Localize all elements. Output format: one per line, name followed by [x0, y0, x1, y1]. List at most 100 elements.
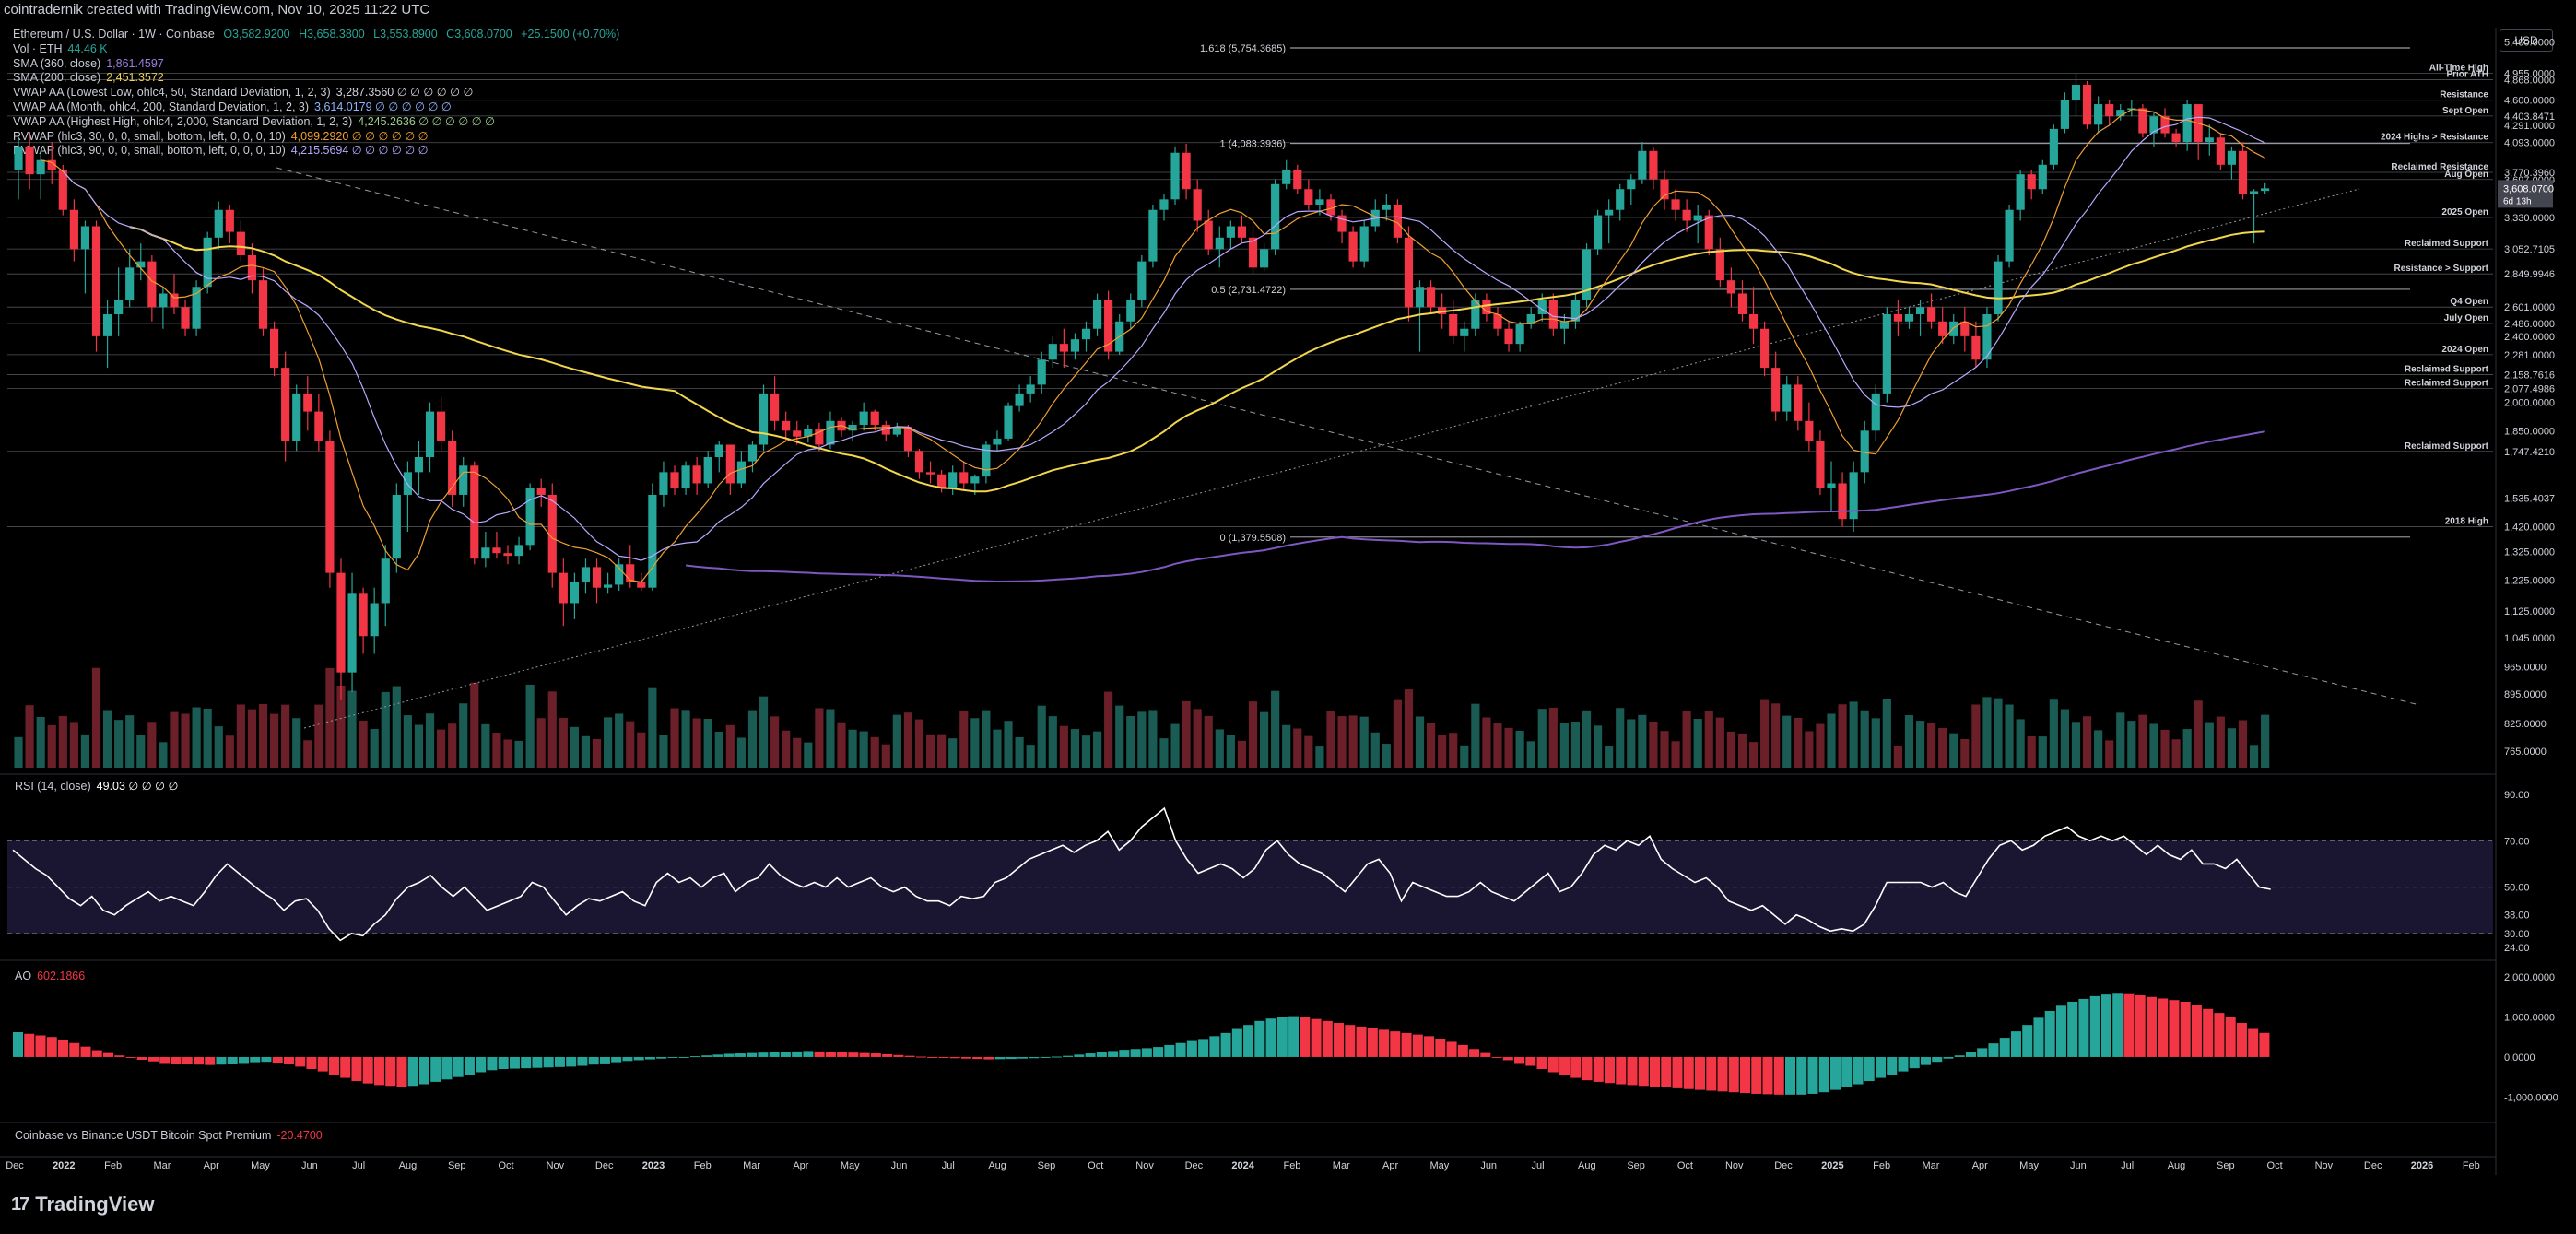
legend-value: 1,861.4597: [106, 56, 164, 70]
candle-body: [1137, 261, 1147, 300]
legend-row[interactable]: VWAP AA (Lowest Low, ohlc4, 50, Standard…: [13, 86, 619, 100]
volume-bar: [1537, 709, 1547, 768]
level-label: July Open: [2444, 313, 2488, 323]
candle-body: [392, 494, 401, 559]
candle-body: [1382, 204, 1391, 210]
volume-bar: [848, 729, 857, 768]
volume-bar: [1771, 703, 1781, 768]
currency-selector[interactable]: USD: [2500, 29, 2553, 52]
volume-bar: [1259, 711, 1269, 768]
time-tick-label: May: [1429, 1160, 1449, 1171]
ao-bar: [848, 1052, 859, 1057]
candle-body: [970, 476, 980, 484]
level-label: Reclaimed Support: [2405, 365, 2489, 375]
price-tick-label: 1,747.4210: [2504, 447, 2555, 458]
ao-bar: [1954, 1055, 1965, 1057]
legend-row[interactable]: Vol · ETH 44.46 K: [13, 42, 619, 57]
ao-bar: [870, 1053, 881, 1057]
ao-bar: [859, 1052, 870, 1057]
ao-bar: [622, 1056, 633, 1062]
time-tick-label: Apr: [1972, 1160, 1988, 1171]
level-label: Reclaimed Support: [2405, 239, 2489, 249]
ao-bar: [1547, 1056, 1559, 1073]
legend-row[interactable]: VWAP AA (Highest High, ohlc4, 2,000, Sta…: [13, 115, 619, 130]
legend-row[interactable]: SMA (200, close) 2,451.3572: [13, 71, 619, 86]
candle-body: [692, 465, 701, 484]
candle-body: [102, 313, 112, 336]
time-tick-label: Jun: [2070, 1160, 2087, 1171]
ao-bar: [238, 1056, 249, 1064]
candle-body: [1070, 339, 1080, 352]
volume-bar: [1015, 736, 1024, 768]
volume-bar: [114, 720, 124, 768]
legend-row[interactable]: SMA (360, close) 1,861.4597: [13, 57, 619, 72]
candle-body: [1559, 321, 1569, 329]
volume-bar: [1871, 718, 1880, 768]
legend-row[interactable]: RVWAP (hlc3, 30, 0, 0, small, bottom, le…: [13, 130, 619, 145]
ao-bar: [2214, 1013, 2225, 1057]
volume-bar: [1860, 710, 1869, 768]
candle-body: [514, 545, 523, 557]
volume-bar: [459, 703, 468, 768]
volume-bar: [325, 667, 335, 768]
candle-body: [1415, 287, 1425, 308]
ao-bar: [611, 1056, 622, 1063]
candle-body: [1126, 300, 1135, 322]
ao-bar: [509, 1056, 520, 1069]
volume-bar: [881, 744, 890, 768]
ao-bar: [1751, 1056, 1762, 1094]
candle-body: [1671, 199, 1680, 210]
ao-bar: [362, 1056, 373, 1084]
ao-bar: [476, 1056, 487, 1073]
legend-row[interactable]: RVWAP (hlc3, 90, 0, 0, small, bottom, le…: [13, 144, 619, 159]
candle-body: [347, 593, 357, 673]
volume-bar: [1693, 718, 1702, 768]
ao-bar: [701, 1055, 712, 1057]
candle-body: [58, 169, 67, 210]
candle-body: [1326, 199, 1335, 216]
candle-body: [69, 209, 78, 250]
volume-bar: [2261, 714, 2270, 768]
ao-value: 602.1866: [37, 970, 86, 982]
candle-body: [914, 451, 924, 473]
candle-body: [1182, 152, 1191, 190]
ao-bar: [2089, 995, 2100, 1057]
tradingview-brand[interactable]: 17 TradingView: [11, 1193, 154, 1216]
ao-bar: [2123, 993, 2135, 1057]
volume-bar: [1159, 738, 1169, 768]
candle-body: [1771, 368, 1781, 412]
ao-bar: [1164, 1044, 1175, 1057]
rsi-axis: 90.00 70.00 50.00 38.00 30.00 24.00: [2504, 790, 2530, 954]
ao-bar: [1694, 1056, 1706, 1090]
price-tick-label: 2,486.0000: [2504, 319, 2555, 330]
candle-body: [303, 393, 312, 412]
volume-bar: [1438, 735, 1447, 768]
symbol-row[interactable]: Ethereum / U.S. Dollar · 1W · Coinbase O…: [13, 28, 619, 42]
candle-body: [1170, 152, 1180, 200]
candle-body: [714, 444, 723, 457]
candle-body: [736, 461, 746, 484]
time-tick-label: Dec: [1774, 1160, 1793, 1171]
legend-row[interactable]: VWAP AA (Month, ohlc4, 200, Standard Dev…: [13, 100, 619, 115]
ao-bar: [1784, 1056, 1796, 1095]
volume-bar: [1582, 710, 1592, 768]
premium-pane-label[interactable]: Coinbase vs Binance USDT Bitcoin Spot Pr…: [15, 1129, 323, 1142]
candle-body: [1660, 179, 1669, 200]
candle-body: [1693, 215, 1702, 221]
ao-bar: [1300, 1017, 1311, 1057]
volume-bar: [2060, 709, 2070, 768]
ao-bar: [1051, 1056, 1062, 1058]
candle-body: [2149, 116, 2158, 134]
volume-bar: [1616, 708, 1625, 768]
ao-pane-label[interactable]: AO 602.1866: [15, 970, 85, 982]
sma-200-line: [129, 226, 2265, 493]
volume-bar: [736, 737, 746, 768]
rsi-pane-label[interactable]: RSI (14, close) 49.03 ∅ ∅ ∅ ∅: [15, 779, 178, 793]
ao-bar: [577, 1056, 588, 1066]
candle-body: [1748, 313, 1759, 329]
volume-bar: [1070, 729, 1080, 768]
volume-bar: [58, 715, 67, 768]
time-tick-label: Dec: [6, 1160, 24, 1171]
ascending-trendline: [303, 188, 2360, 729]
